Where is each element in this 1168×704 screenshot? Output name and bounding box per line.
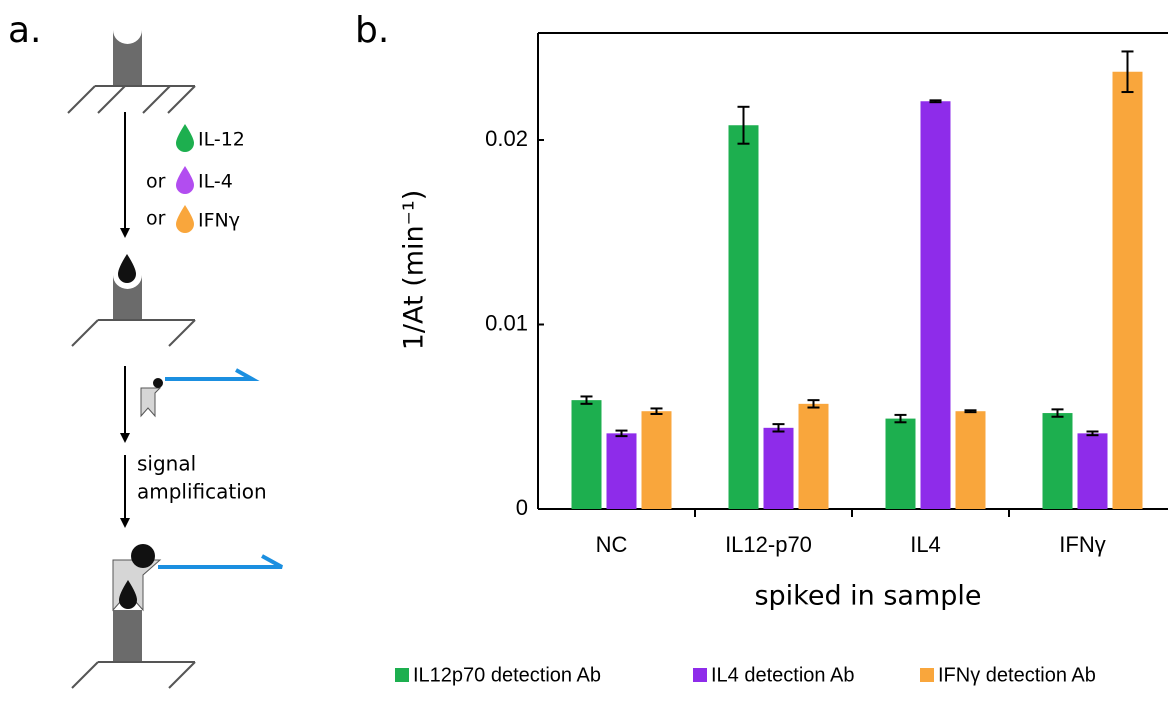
analyte-label: IL-4 <box>198 171 233 193</box>
enzyme <box>153 378 163 388</box>
connector: or <box>146 208 166 230</box>
bar <box>606 433 637 509</box>
legend-label: IL4 detection Ab <box>711 664 854 686</box>
drop <box>176 166 194 194</box>
error-bar <box>807 399 820 409</box>
y-axis-label: 1/At (min⁻¹) <box>399 190 430 351</box>
surface <box>71 661 196 689</box>
error-bar <box>615 429 628 438</box>
analyte-label: IL-12 <box>198 129 245 151</box>
step-label: amplification <box>137 480 267 504</box>
error-bar <box>1086 430 1099 437</box>
surface <box>67 85 196 114</box>
pillar <box>113 275 142 320</box>
error-bar <box>1121 50 1134 94</box>
y-tick-label: 0.02 <box>485 126 528 151</box>
error-bar <box>737 105 750 145</box>
drop <box>118 254 136 283</box>
bar <box>728 125 759 510</box>
error-bar <box>964 409 977 414</box>
bar <box>1077 433 1108 509</box>
surface <box>71 319 196 347</box>
y-tick-label: 0 <box>516 495 528 520</box>
y-tick-label: 0.01 <box>485 310 528 335</box>
x-axis-label: spiked in sample <box>754 581 981 612</box>
error-bar <box>929 99 942 104</box>
legend-label: IL12p70 detection Ab <box>413 664 601 686</box>
connector: or <box>146 171 166 193</box>
error-bar <box>894 413 907 424</box>
x-tick-label: NC <box>596 532 628 557</box>
bar <box>798 403 829 509</box>
analyte-label: IFNγ <box>198 210 240 232</box>
panel-label: b. <box>355 10 389 51</box>
error-bar <box>1051 408 1064 418</box>
drop <box>119 580 137 609</box>
pillar <box>113 610 142 662</box>
legend-swatch <box>395 668 409 682</box>
error-bar <box>650 407 663 415</box>
bar <box>641 411 672 509</box>
error-bar <box>772 423 785 433</box>
bar <box>571 400 602 509</box>
bar <box>1112 71 1143 509</box>
drop <box>176 124 194 152</box>
bar <box>763 427 794 509</box>
panel-label: a. <box>8 10 42 51</box>
x-tick-label: IL4 <box>910 532 941 557</box>
x-tick-label: IFNγ <box>1059 532 1105 557</box>
dna-strand <box>158 554 283 569</box>
enzyme <box>131 544 155 568</box>
pillar <box>113 30 142 86</box>
error-bar <box>580 395 593 405</box>
bar <box>885 418 916 509</box>
legend-swatch <box>693 668 707 682</box>
bar <box>920 101 951 510</box>
bar <box>1042 413 1073 509</box>
legend-label: IFNγ detection Ab <box>938 664 1096 686</box>
antibody <box>112 559 162 612</box>
antibody <box>140 387 162 418</box>
x-tick-label: IL12-p70 <box>725 532 812 557</box>
legend-swatch <box>920 668 934 682</box>
step-label: signal <box>137 452 196 476</box>
drop <box>176 205 194 233</box>
dna-strand <box>165 368 260 381</box>
bar <box>955 411 986 509</box>
